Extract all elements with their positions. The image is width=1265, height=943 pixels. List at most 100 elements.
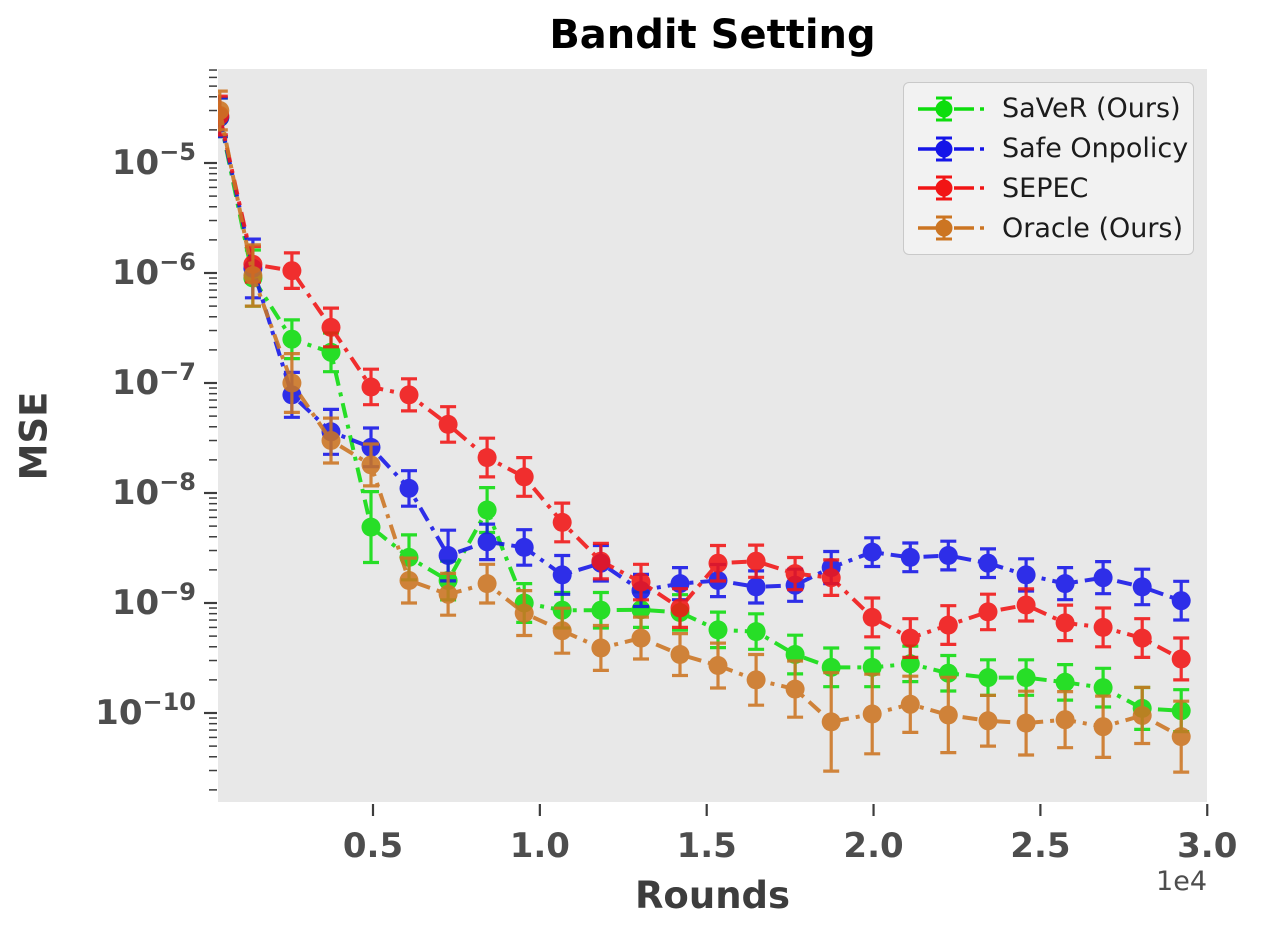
data-point-marker xyxy=(746,551,766,571)
data-point-marker xyxy=(631,572,651,592)
data-point-marker xyxy=(708,656,728,675)
data-point-marker xyxy=(552,512,572,532)
data-point-marker xyxy=(477,574,497,594)
data-point-marker xyxy=(552,565,572,585)
y-major-ticks xyxy=(204,161,217,715)
data-point-marker xyxy=(282,261,302,281)
data-point-marker xyxy=(670,645,690,664)
x-tick-label: 3.0 xyxy=(1177,826,1237,866)
data-point-marker xyxy=(399,478,419,498)
data-point-marker xyxy=(514,537,534,557)
data-point-marker xyxy=(361,517,381,537)
chart-title: Bandit Setting xyxy=(549,12,876,58)
data-point-marker xyxy=(862,704,882,724)
y-tick-label: 10−8 xyxy=(112,468,196,513)
data-point-marker xyxy=(1093,617,1113,637)
data-point-marker xyxy=(591,600,611,620)
data-point-marker xyxy=(938,546,958,565)
x-axis-label: Rounds xyxy=(634,874,791,917)
data-point-marker xyxy=(1093,568,1113,588)
data-point-marker xyxy=(978,711,998,731)
data-point-marker xyxy=(1132,628,1152,648)
data-point-marker xyxy=(900,628,920,648)
data-point-marker xyxy=(708,620,728,640)
data-point-marker xyxy=(361,377,381,397)
data-point-marker xyxy=(1016,565,1036,585)
data-point-marker xyxy=(399,385,419,405)
data-point-marker xyxy=(514,467,534,487)
data-point-marker xyxy=(1055,672,1075,692)
data-point-marker xyxy=(978,602,998,622)
data-point-marker xyxy=(821,568,841,588)
data-point-marker xyxy=(438,414,458,434)
data-point-marker xyxy=(1016,713,1036,733)
data-point-marker xyxy=(821,712,841,732)
data-point-marker xyxy=(1132,706,1152,725)
data-point-marker xyxy=(1016,595,1036,615)
data-point-marker xyxy=(282,329,302,349)
data-point-marker xyxy=(670,598,690,618)
x-axis-offset-label: 1e4 xyxy=(1156,866,1207,897)
data-point-marker xyxy=(243,266,263,285)
data-point-marker xyxy=(438,584,458,604)
data-point-marker xyxy=(218,101,230,120)
data-point-marker xyxy=(321,431,341,450)
data-point-marker xyxy=(477,532,497,552)
y-tick-label: 10−10 xyxy=(95,688,196,733)
data-point-marker xyxy=(978,553,998,573)
data-point-marker xyxy=(361,455,381,475)
data-point-marker xyxy=(591,638,611,658)
y-tick-label: 10−6 xyxy=(112,248,196,293)
data-point-marker xyxy=(938,615,958,635)
data-point-marker xyxy=(1055,613,1075,633)
data-point-marker xyxy=(282,373,302,393)
data-point-marker xyxy=(438,546,458,565)
data-point-marker xyxy=(785,564,805,584)
y-minor-ticks xyxy=(209,69,217,791)
data-point-marker xyxy=(591,551,611,571)
y-tick-label: 10−7 xyxy=(112,358,196,403)
data-point-marker xyxy=(785,645,805,664)
errorbar-line-icon xyxy=(918,136,990,162)
x-tick-label: 2.5 xyxy=(1010,826,1070,866)
data-point-marker xyxy=(862,607,882,627)
legend-label: SaVeR (Ours) xyxy=(1002,93,1181,125)
x-major-ticks xyxy=(371,804,1209,816)
data-point-marker xyxy=(1093,678,1113,698)
data-point-marker xyxy=(978,668,998,688)
data-point-marker xyxy=(1171,649,1191,669)
data-point-marker xyxy=(746,622,766,642)
data-point-marker xyxy=(938,705,958,725)
data-point-marker xyxy=(1055,574,1075,594)
x-tick-label: 1.0 xyxy=(510,826,570,866)
data-point-marker xyxy=(1016,668,1036,688)
errorbar-line-icon xyxy=(918,175,990,201)
data-point-marker xyxy=(900,694,920,714)
data-point-marker xyxy=(862,657,882,677)
legend-item-oracle: Oracle (Ours) xyxy=(916,209,1184,247)
data-point-marker xyxy=(552,621,572,641)
x-tick-label: 0.5 xyxy=(343,826,403,866)
legend-label: SEPEC xyxy=(1002,172,1089,204)
data-point-marker xyxy=(862,542,882,562)
series-oracle-ours- xyxy=(218,89,1191,774)
data-point-marker xyxy=(900,654,920,674)
data-point-marker xyxy=(708,553,728,573)
data-point-marker xyxy=(1132,577,1152,597)
data-point-marker xyxy=(785,679,805,699)
legend-label: Safe Onpolicy xyxy=(1002,133,1189,165)
legend-label: Oracle (Ours) xyxy=(1002,212,1184,244)
data-point-marker xyxy=(900,547,920,567)
data-point-marker xyxy=(399,571,419,590)
data-point-marker xyxy=(746,670,766,690)
x-tick-label: 2.0 xyxy=(843,826,903,866)
y-tick-label: 10−9 xyxy=(112,578,196,623)
data-point-marker xyxy=(1171,727,1191,747)
data-point-marker xyxy=(477,448,497,468)
legend-item-saver: SaVeR (Ours) xyxy=(916,90,1181,128)
legend: SaVeR (Ours) Safe Onpolicy SEPEC Oracle … xyxy=(903,82,1194,255)
errorbar-line-icon xyxy=(918,96,990,122)
data-point-marker xyxy=(514,603,534,623)
y-tick-label: 10−5 xyxy=(112,138,196,183)
